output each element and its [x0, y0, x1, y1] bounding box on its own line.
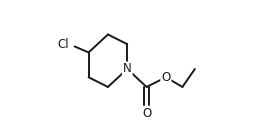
Text: O: O: [142, 107, 151, 120]
Text: Cl: Cl: [58, 38, 69, 51]
Text: N: N: [123, 63, 132, 75]
Text: O: O: [161, 71, 171, 84]
